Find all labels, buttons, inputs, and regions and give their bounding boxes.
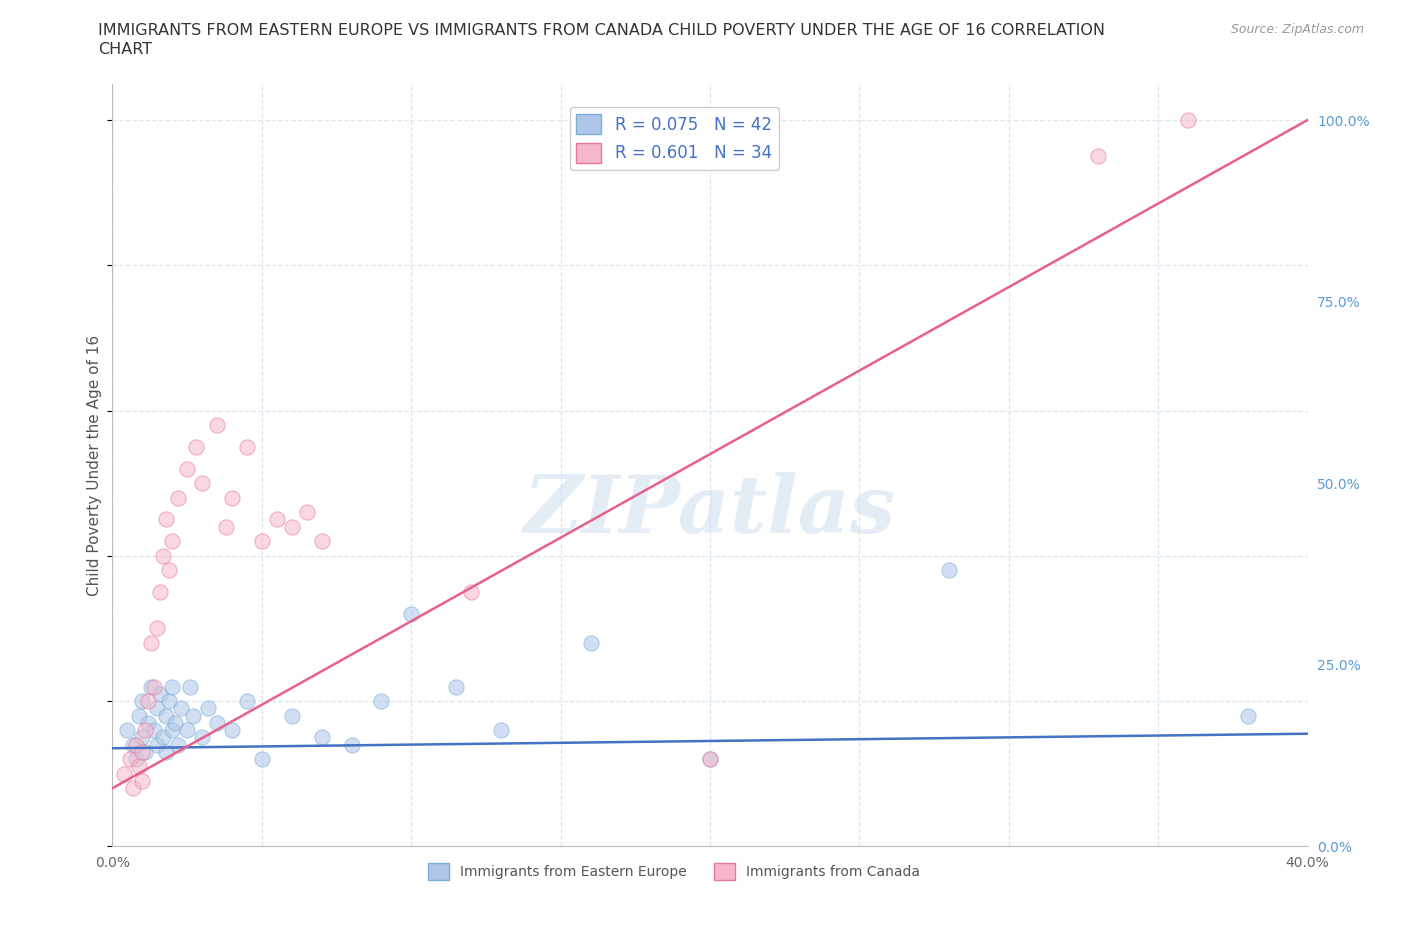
Point — [938, 563, 960, 578]
Text: ZIPatlas: ZIPatlas — [524, 472, 896, 550]
Point — [221, 723, 243, 737]
Point — [311, 534, 333, 549]
Text: IMMIGRANTS FROM EASTERN EUROPE VS IMMIGRANTS FROM CANADA CHILD POVERTY UNDER THE: IMMIGRANTS FROM EASTERN EUROPE VS IMMIGR… — [98, 23, 1105, 38]
Point — [236, 694, 259, 709]
Point — [191, 476, 214, 491]
Point — [221, 490, 243, 505]
Point — [1237, 708, 1260, 723]
Point — [579, 635, 602, 650]
Point — [131, 730, 153, 745]
Point — [141, 679, 163, 694]
Point — [157, 563, 180, 578]
Y-axis label: Child Poverty Under the Age of 16: Child Poverty Under the Age of 16 — [87, 335, 103, 595]
Legend: Immigrants from Eastern Europe, Immigrants from Canada: Immigrants from Eastern Europe, Immigran… — [422, 857, 927, 885]
Point — [205, 715, 228, 730]
Point — [146, 701, 169, 716]
Point — [141, 635, 163, 650]
Point — [1177, 113, 1199, 127]
Text: Source: ZipAtlas.com: Source: ZipAtlas.com — [1230, 23, 1364, 36]
Point — [162, 534, 183, 549]
Point — [125, 737, 148, 752]
Point — [699, 751, 721, 766]
Point — [236, 439, 259, 454]
Point — [167, 490, 190, 505]
Point — [131, 744, 153, 759]
Point — [134, 744, 156, 759]
Point — [152, 549, 174, 564]
Point — [143, 723, 166, 737]
Point — [179, 679, 201, 694]
Point — [120, 751, 142, 766]
Point — [311, 730, 333, 745]
Point — [266, 512, 288, 527]
Point — [340, 737, 363, 752]
Point — [205, 418, 228, 432]
Point — [138, 694, 160, 709]
Point — [128, 759, 150, 774]
Point — [131, 774, 153, 789]
Point — [138, 715, 160, 730]
Point — [149, 585, 172, 600]
Point — [699, 751, 721, 766]
Point — [152, 730, 174, 745]
Point — [295, 505, 318, 520]
Point — [250, 751, 273, 766]
Point — [186, 439, 208, 454]
Point — [370, 694, 392, 709]
Point — [157, 694, 180, 709]
Point — [250, 534, 273, 549]
Point — [162, 723, 183, 737]
Point — [143, 679, 166, 694]
Point — [128, 708, 150, 723]
Point — [155, 512, 177, 527]
Point — [170, 701, 193, 716]
Point — [444, 679, 467, 694]
Point — [281, 708, 304, 723]
Point — [162, 679, 183, 694]
Point — [117, 723, 139, 737]
Point — [176, 461, 198, 476]
Point — [155, 708, 177, 723]
Point — [131, 694, 153, 709]
Point — [122, 781, 145, 796]
Point — [165, 715, 187, 730]
Point — [134, 723, 156, 737]
Point — [146, 621, 169, 636]
Point — [146, 737, 169, 752]
Point — [149, 686, 172, 701]
Point — [191, 730, 214, 745]
Point — [489, 723, 512, 737]
Point — [125, 751, 148, 766]
Point — [215, 519, 238, 534]
Point — [401, 606, 423, 621]
Point — [114, 766, 135, 781]
Text: CHART: CHART — [98, 42, 152, 57]
Point — [1087, 149, 1109, 164]
Point — [167, 737, 190, 752]
Point — [460, 585, 482, 600]
Point — [122, 737, 145, 752]
Point — [176, 723, 198, 737]
Point — [181, 708, 204, 723]
Point — [281, 519, 304, 534]
Point — [197, 701, 219, 716]
Point — [155, 744, 177, 759]
